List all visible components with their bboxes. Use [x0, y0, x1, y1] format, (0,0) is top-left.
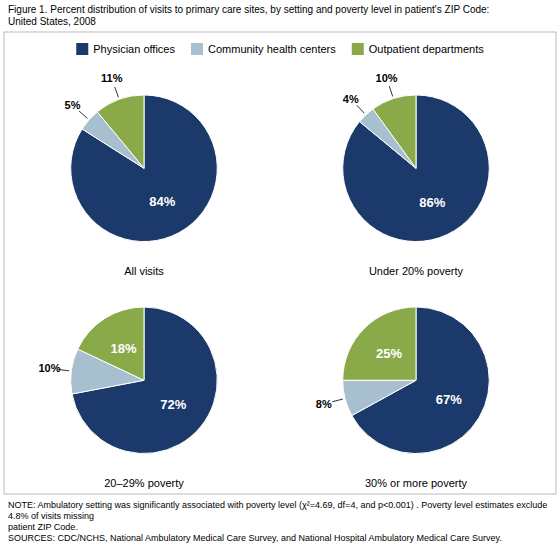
- legend-swatch: [76, 43, 88, 55]
- legend: Physician offices Community health center…: [76, 43, 484, 55]
- legend-label: Outpatient departments: [369, 43, 484, 55]
- data-label: 10%: [376, 72, 398, 84]
- frame: [4, 32, 556, 494]
- data-label: 67%: [436, 392, 462, 407]
- legend-swatch: [352, 43, 364, 55]
- text-block: United States, 2008: [8, 16, 96, 27]
- figure: Figure 1. Percent distribution of visits…: [0, 0, 560, 548]
- data-label: 8%: [316, 398, 332, 410]
- leader-line: [389, 86, 392, 96]
- slices: [343, 307, 490, 454]
- notes: NOTE: Ambulatory setting was significant…: [8, 500, 547, 543]
- data-label: 11%: [101, 72, 123, 84]
- data-label: 5%: [65, 99, 81, 111]
- text-block: NOTE: Ambulatory setting was significant…: [8, 500, 547, 521]
- slices: [71, 307, 218, 454]
- text-line: 4.8% of visits missing: [8, 511, 94, 521]
- text-block: patient ZIP Code.: [8, 522, 78, 532]
- legend-swatch: [191, 43, 203, 55]
- leader-line: [79, 111, 87, 118]
- figure-title: Figure 1. Percent distribution of visits…: [8, 4, 489, 27]
- data-label: 10%: [38, 362, 60, 374]
- data-label: 4%: [343, 93, 359, 105]
- pie-chart: 86% 4% 10% Under 20% poverty: [343, 72, 490, 277]
- pie-chart: 72% 10% 18% 20–29% poverty: [38, 307, 217, 489]
- pie-slice: [343, 380, 416, 415]
- data-label: 18%: [111, 341, 137, 356]
- legend-item: Community health centers: [191, 43, 336, 55]
- chart-title: 20–29% poverty: [104, 477, 184, 489]
- text-block: Figure 1. Percent distribution of visits…: [8, 4, 489, 15]
- slices: [343, 95, 490, 242]
- data-label: 86%: [419, 195, 445, 210]
- text-line: Figure 1. Percent distribution of visits…: [8, 4, 489, 15]
- chart-title: 30% or more poverty: [365, 477, 468, 489]
- text-line: SOURCES: CDC/NCHS, National Ambulatory M…: [8, 533, 502, 543]
- data-label: 72%: [160, 397, 186, 412]
- data-label: 84%: [149, 194, 175, 209]
- pie-chart: 67% 8% 25% 30% or more poverty: [316, 307, 490, 489]
- text-line: NOTE: Ambulatory setting was significant…: [8, 500, 547, 510]
- legend-label: Physician offices: [93, 43, 175, 55]
- text-line: patient ZIP Code.: [8, 522, 78, 532]
- chart-title: Under 20% poverty: [369, 265, 464, 277]
- text-block: SOURCES: CDC/NCHS, National Ambulatory M…: [8, 533, 502, 543]
- leader-line: [332, 399, 343, 402]
- pie-slice: [373, 95, 416, 168]
- legend-label: Community health centers: [208, 43, 336, 55]
- pie-slice: [343, 95, 490, 242]
- chart-title: All visits: [124, 265, 164, 277]
- pie-slice: [78, 307, 144, 380]
- pie-slice: [71, 95, 218, 242]
- legend-item: Outpatient departments: [352, 43, 484, 55]
- pie-slice: [97, 95, 144, 168]
- leader-line: [115, 87, 119, 97]
- leader-line: [357, 105, 365, 113]
- pie-chart: 84% 5% 11% All visits: [65, 72, 218, 277]
- data-label: 25%: [376, 346, 402, 361]
- text-line: United States, 2008: [8, 16, 96, 27]
- legend-item: Physician offices: [76, 43, 175, 55]
- slices: [71, 95, 218, 242]
- pie-slice: [343, 307, 416, 380]
